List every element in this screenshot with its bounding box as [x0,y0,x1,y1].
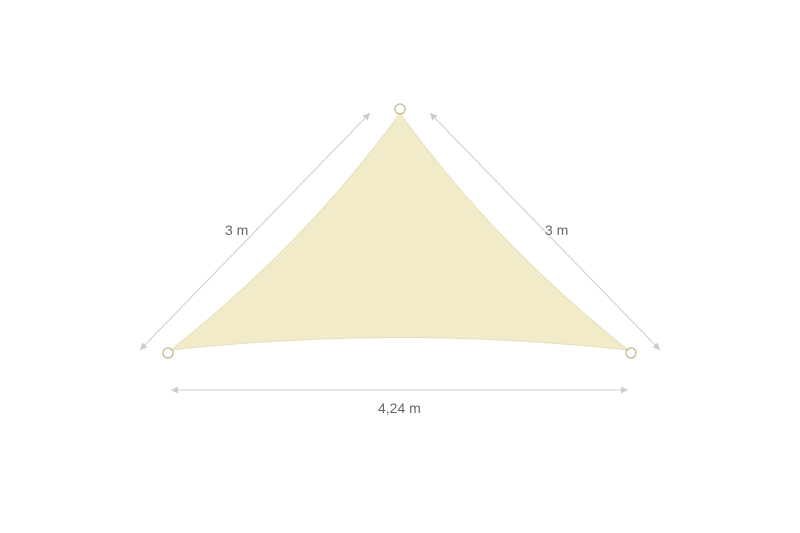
dimension-bottom [171,387,628,394]
dimension-label-right: 3 m [545,222,568,238]
dimension-label-left: 3 m [225,222,248,238]
dimension-diagram [0,0,800,533]
dimension-label-bottom: 4,24 m [378,400,421,416]
